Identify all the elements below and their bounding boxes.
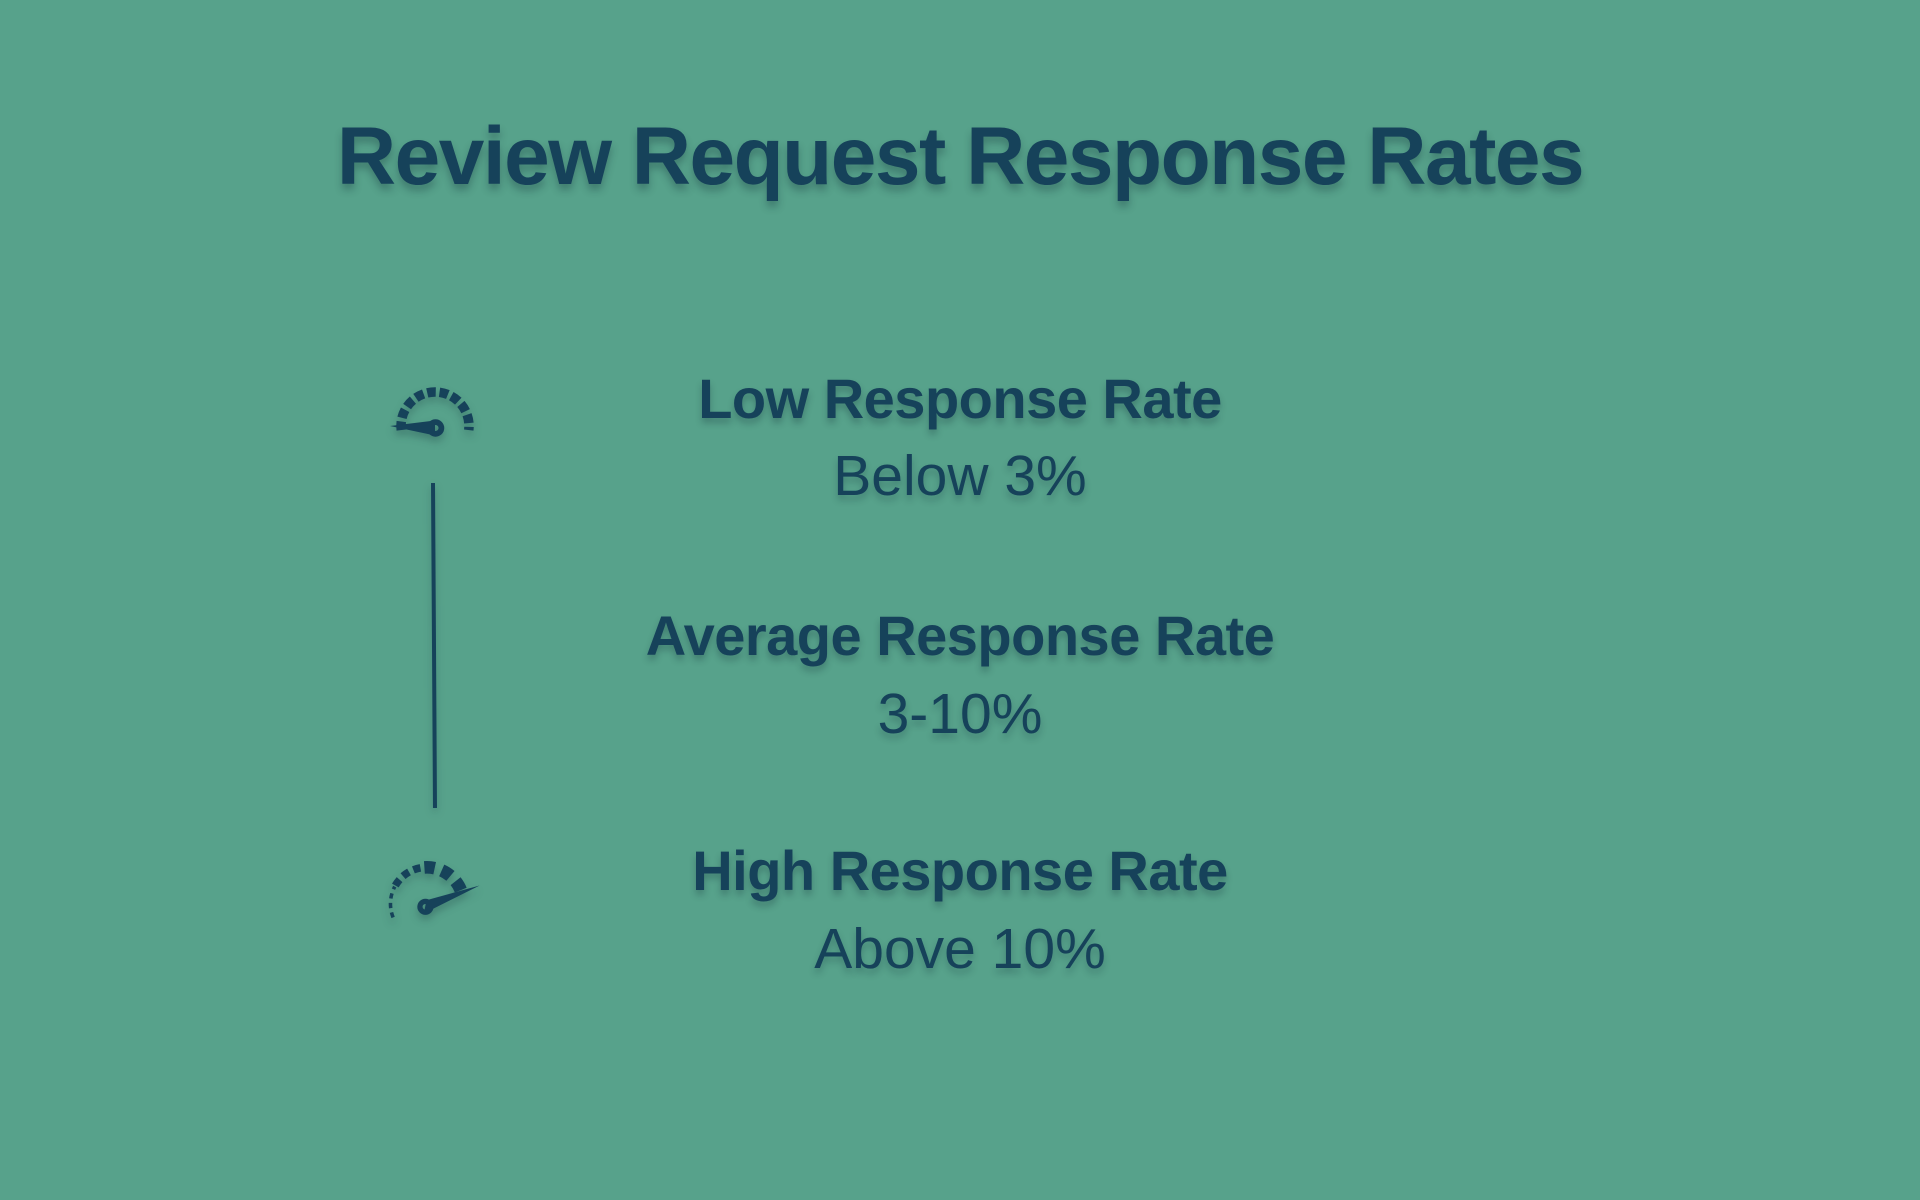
- average-rate-value: 3-10%: [877, 682, 1043, 746]
- low-rate-heading: Low Response Rate: [698, 367, 1222, 430]
- page-title: Review Request Response Rates: [336, 111, 1585, 202]
- low-rate-value: Below 3%: [833, 444, 1087, 508]
- high-rate-heading: High Response Rate: [692, 839, 1228, 902]
- average-rate-heading: Average Response Rate: [645, 604, 1275, 667]
- gauge-low-icon: [390, 387, 474, 437]
- gauge-high-icon: [388, 861, 480, 919]
- high-rate-value: Above 10%: [814, 917, 1106, 981]
